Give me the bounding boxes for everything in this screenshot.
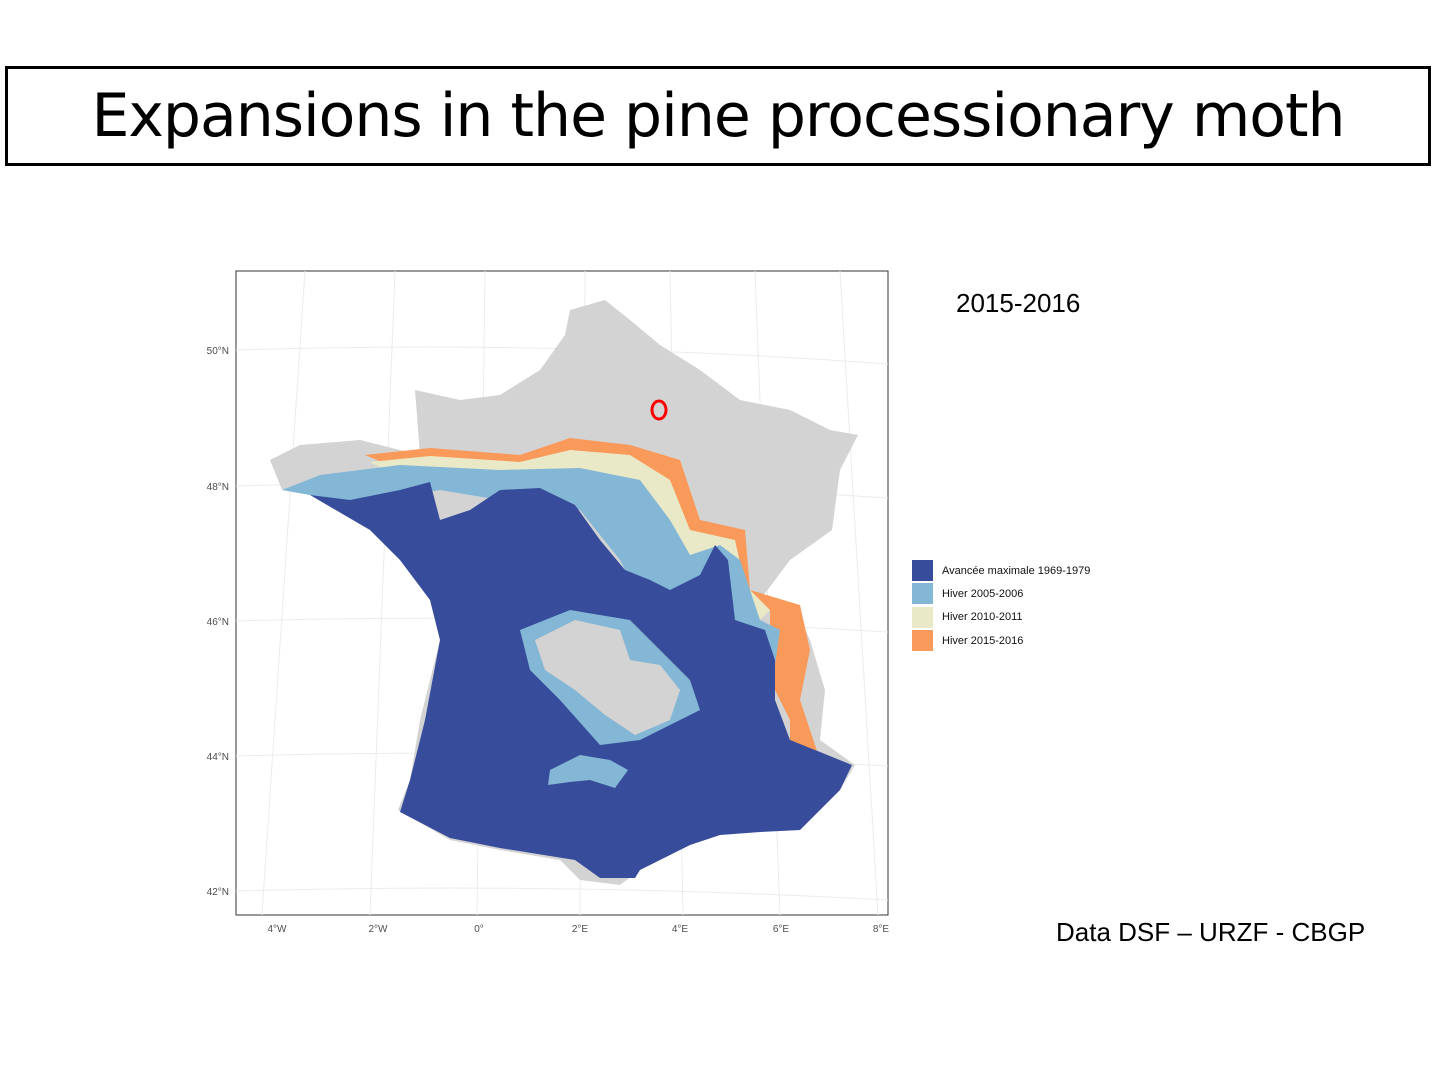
- lon-tick-label: 2°W: [369, 924, 389, 935]
- massif-central-land: [535, 620, 680, 735]
- zone-hiver-2010-2011: [370, 450, 770, 620]
- slide-title: Expansions in the pine processionary mot…: [91, 81, 1345, 151]
- lon-tick-label: 0°: [474, 924, 484, 935]
- legend-item: Hiver 2005-2006: [912, 582, 1090, 605]
- legend-item: Avancée maximale 1969-1979: [912, 559, 1090, 582]
- lat-tick-label: 46°N: [207, 617, 229, 628]
- lon-tick-label: 8°E: [873, 924, 890, 935]
- slide-title-box: Expansions in the pine processionary mot…: [5, 66, 1431, 166]
- legend-label: Hiver 2005-2006: [942, 587, 1024, 600]
- lon-tick-label: 6°E: [773, 924, 790, 935]
- data-credit: Data DSF – URZF - CBGP: [1056, 917, 1366, 947]
- lat-tick-label: 42°N: [207, 887, 229, 898]
- lat-tick-label: 48°N: [207, 482, 229, 493]
- lon-tick-labels: 4°W 2°W 0° 2°E 4°E 6°E 8°E: [268, 924, 890, 935]
- lat-tick-label: 44°N: [207, 752, 229, 763]
- zone-hiver-2015-2016: [365, 438, 820, 780]
- legend-swatch: [912, 560, 933, 582]
- zone-blue-island: [548, 755, 628, 788]
- legend-label: Avancée maximale 1969-1979: [942, 564, 1091, 577]
- map-legend: Avancée maximale 1969-1979 Hiver 2005-20…: [912, 559, 1090, 652]
- legend-label: Hiver 2010-2011: [942, 611, 1023, 624]
- lat-tick-label: 50°N: [207, 346, 229, 357]
- lat-tick-labels: 50°N 48°N 46°N 44°N 42°N: [207, 346, 229, 898]
- year-label: 2015-2016: [956, 288, 1081, 318]
- legend-swatch: [912, 606, 933, 628]
- lon-tick-label: 4°E: [672, 924, 689, 935]
- lon-tick-label: 4°W: [268, 924, 288, 935]
- lon-tick-label: 2°E: [572, 924, 589, 935]
- legend-label: Hiver 2015-2016: [942, 634, 1024, 647]
- legend-item: Hiver 2010-2011: [912, 606, 1090, 629]
- legend-swatch: [912, 583, 933, 605]
- location-marker-circle: [650, 399, 668, 421]
- legend-swatch: [912, 630, 933, 652]
- legend-item: Hiver 2015-2016: [912, 629, 1090, 652]
